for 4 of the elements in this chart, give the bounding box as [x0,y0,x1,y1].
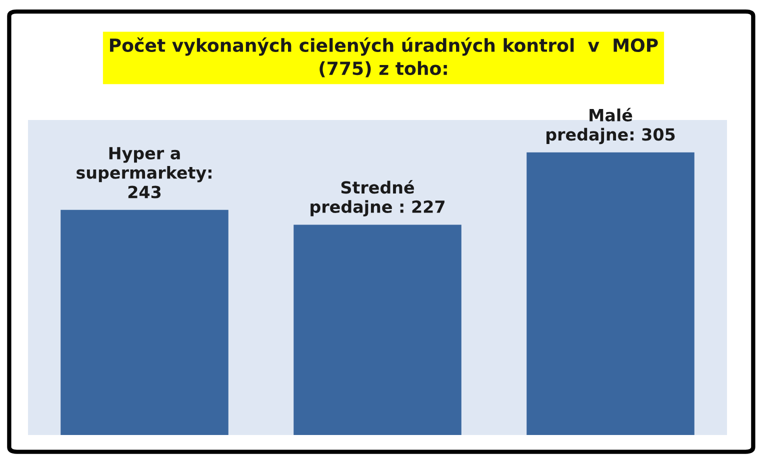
data-label: Malé predajne: 305 [546,108,675,144]
chart-title: Počet vykonaných cielených úradných kontrol v MOP (775) z toho: [110,37,658,78]
data-label: Hyper a supermarkety: 243 [76,147,212,198]
data-label: Stredné predajne : 227 [310,180,444,216]
